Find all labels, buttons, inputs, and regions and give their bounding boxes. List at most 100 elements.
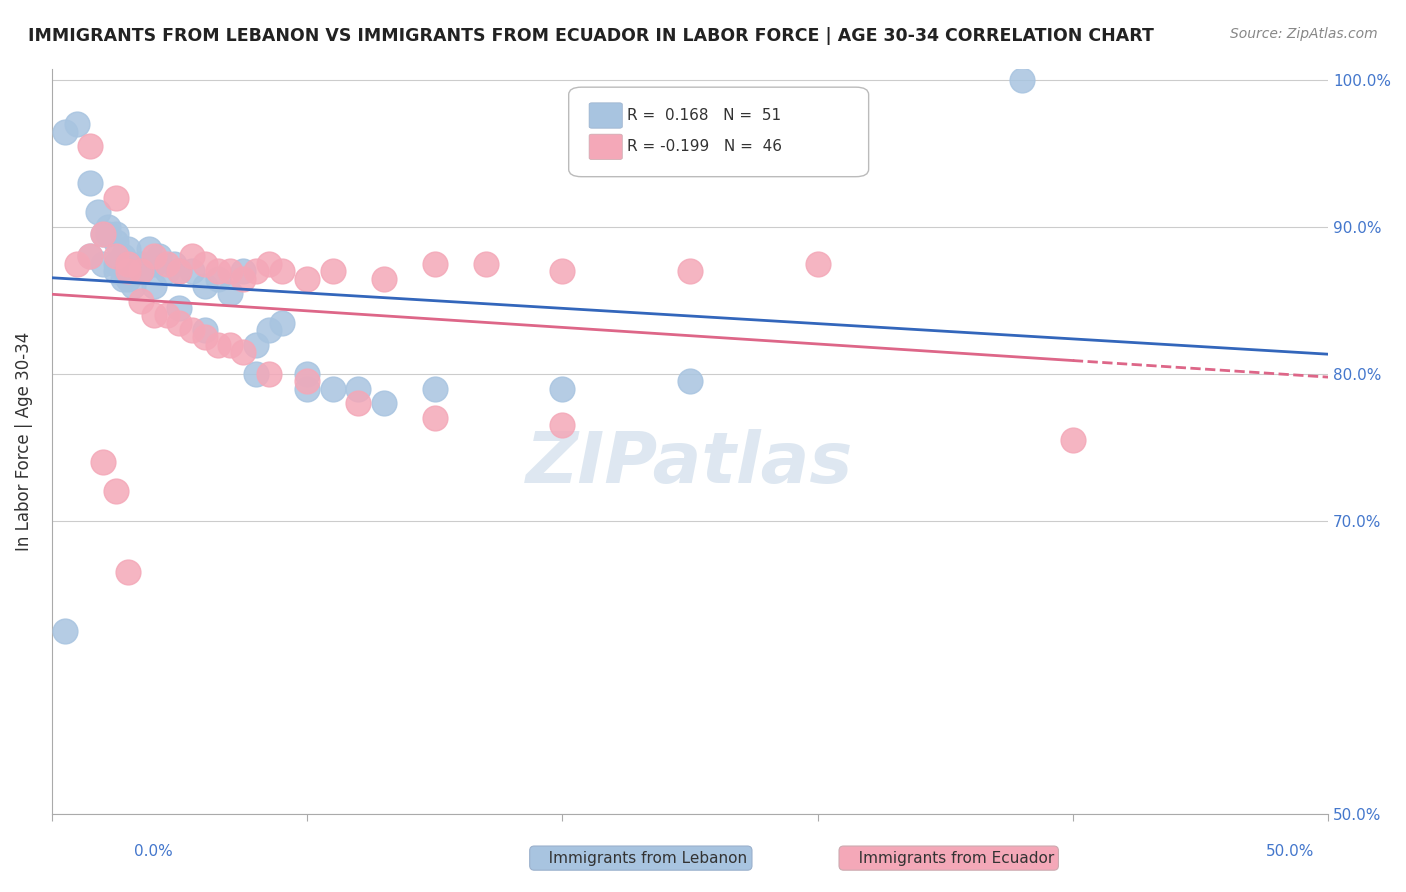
Text: Immigrants from Lebanon: Immigrants from Lebanon <box>534 851 748 865</box>
Point <box>117 565 139 579</box>
Point <box>169 264 191 278</box>
Point <box>142 250 165 264</box>
Point <box>53 624 76 638</box>
Point <box>104 227 127 242</box>
Point <box>91 227 114 242</box>
Point <box>117 257 139 271</box>
Point <box>232 271 254 285</box>
Point <box>53 125 76 139</box>
Point <box>79 250 101 264</box>
Point <box>207 271 229 285</box>
Point <box>148 250 170 264</box>
Text: 0.0%: 0.0% <box>134 845 173 859</box>
Point <box>295 374 318 388</box>
Text: R =  0.168   N =  51: R = 0.168 N = 51 <box>627 108 782 123</box>
Text: R = -0.199   N =  46: R = -0.199 N = 46 <box>627 139 782 154</box>
Point <box>129 264 152 278</box>
Point <box>169 301 191 315</box>
Point <box>295 271 318 285</box>
Point <box>104 264 127 278</box>
Point <box>181 264 204 278</box>
Point <box>112 250 135 264</box>
Point <box>679 374 702 388</box>
Point <box>423 411 446 425</box>
FancyBboxPatch shape <box>589 103 623 128</box>
Point <box>373 271 395 285</box>
Point <box>270 264 292 278</box>
Point <box>322 264 344 278</box>
Point <box>169 316 191 330</box>
Point <box>129 257 152 271</box>
Point <box>322 382 344 396</box>
Point <box>194 257 217 271</box>
Point <box>122 278 145 293</box>
Point <box>79 176 101 190</box>
Point <box>207 264 229 278</box>
Point <box>91 227 114 242</box>
Point <box>257 323 280 337</box>
Point <box>181 250 204 264</box>
Point <box>551 382 574 396</box>
Point <box>142 257 165 271</box>
Point <box>156 308 179 322</box>
Point <box>129 293 152 308</box>
Point <box>232 264 254 278</box>
Point <box>169 264 191 278</box>
Point <box>194 330 217 344</box>
Point <box>104 235 127 249</box>
Point <box>194 323 217 337</box>
Point <box>474 257 496 271</box>
Point <box>219 337 242 351</box>
Point <box>551 418 574 433</box>
Point <box>257 367 280 381</box>
Point <box>122 264 145 278</box>
Point <box>117 242 139 256</box>
Point <box>423 382 446 396</box>
Point <box>1062 433 1084 447</box>
Point <box>79 139 101 153</box>
Point <box>112 271 135 285</box>
Text: 50.0%: 50.0% <box>1267 845 1315 859</box>
Point <box>142 278 165 293</box>
Point <box>347 382 370 396</box>
Point <box>66 257 89 271</box>
Point <box>347 396 370 410</box>
Point <box>156 257 179 271</box>
Point <box>86 205 108 219</box>
Text: ZIPatlas: ZIPatlas <box>526 429 853 499</box>
Point <box>163 257 186 271</box>
Point <box>181 323 204 337</box>
Point <box>232 345 254 359</box>
Point <box>245 337 267 351</box>
Point <box>104 257 127 271</box>
Text: Source: ZipAtlas.com: Source: ZipAtlas.com <box>1230 27 1378 41</box>
Point <box>91 455 114 469</box>
Point <box>129 264 152 278</box>
Point <box>295 382 318 396</box>
Point <box>142 308 165 322</box>
Point <box>806 257 828 271</box>
Point <box>117 257 139 271</box>
Point <box>194 278 217 293</box>
Point <box>245 264 267 278</box>
Point <box>97 227 120 242</box>
Point <box>207 337 229 351</box>
Point <box>104 191 127 205</box>
Point <box>245 367 267 381</box>
Text: IMMIGRANTS FROM LEBANON VS IMMIGRANTS FROM ECUADOR IN LABOR FORCE | AGE 30-34 CO: IMMIGRANTS FROM LEBANON VS IMMIGRANTS FR… <box>28 27 1154 45</box>
Text: Immigrants from Ecuador: Immigrants from Ecuador <box>844 851 1054 865</box>
Point <box>373 396 395 410</box>
Point <box>257 257 280 271</box>
Point <box>129 264 152 278</box>
Point <box>91 257 114 271</box>
Point <box>117 264 139 278</box>
FancyBboxPatch shape <box>589 134 623 160</box>
Point <box>423 257 446 271</box>
Point <box>104 250 127 264</box>
FancyBboxPatch shape <box>568 87 869 177</box>
Point <box>270 316 292 330</box>
Point <box>295 367 318 381</box>
Point <box>79 250 101 264</box>
Point <box>117 271 139 285</box>
Point <box>97 220 120 235</box>
